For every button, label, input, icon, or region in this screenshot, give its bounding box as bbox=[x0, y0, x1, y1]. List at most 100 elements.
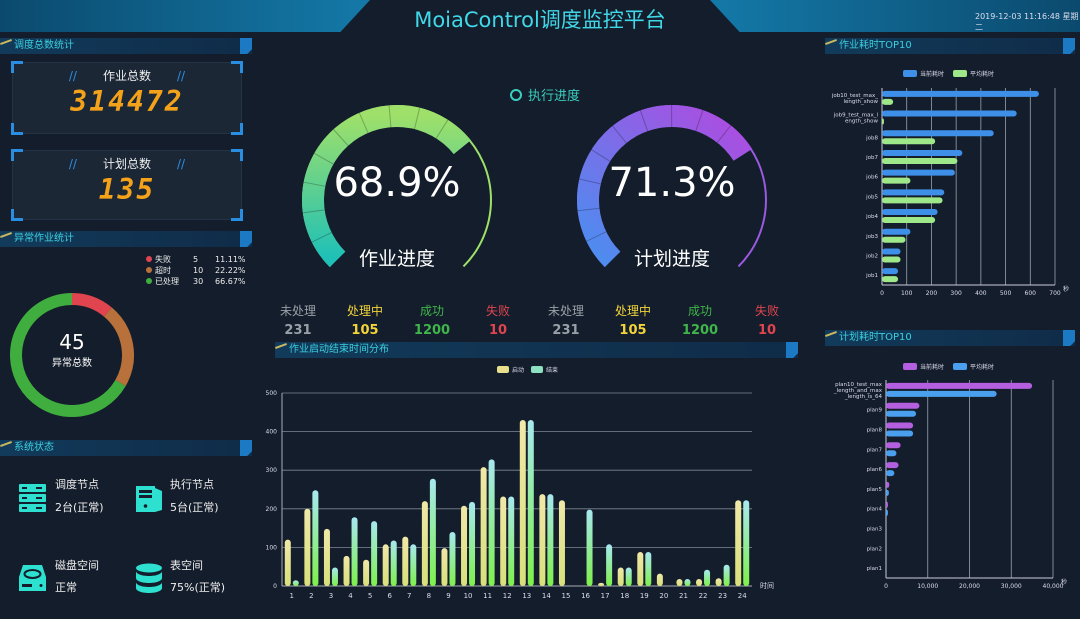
legend-label: 启动 bbox=[512, 366, 524, 374]
bar bbox=[469, 501, 476, 586]
bar bbox=[402, 536, 409, 586]
y-tick-label: job2 bbox=[865, 253, 878, 259]
bar bbox=[461, 505, 468, 586]
y-tick-label: plan6 bbox=[867, 467, 883, 473]
stat-label: 处理中 bbox=[614, 304, 651, 318]
bar bbox=[547, 494, 554, 586]
y-tick-label: job9_test_max_l bbox=[833, 113, 879, 119]
gauge-tick bbox=[586, 231, 607, 242]
legend-count: 5 bbox=[193, 255, 199, 264]
bar bbox=[886, 501, 888, 508]
bar bbox=[323, 528, 330, 586]
gauge-tick bbox=[579, 178, 601, 185]
bar bbox=[312, 490, 319, 586]
bar bbox=[882, 130, 994, 137]
y-tick-label: plan10_test_max bbox=[835, 382, 883, 388]
y-tick-label: plan1 bbox=[867, 566, 882, 572]
stat-value: 231 bbox=[552, 323, 580, 338]
y-tick-label: plan4 bbox=[867, 507, 883, 513]
x-tick-label: 14 bbox=[542, 592, 551, 600]
bar bbox=[882, 149, 963, 156]
bar bbox=[886, 489, 889, 496]
bar bbox=[882, 98, 894, 105]
system-status: 2台(正常) bbox=[55, 501, 104, 514]
legend-item[interactable]: 已处理 30 66.67% bbox=[146, 276, 246, 287]
bar bbox=[637, 552, 644, 586]
bar bbox=[449, 531, 456, 586]
gauge-tick bbox=[333, 129, 349, 147]
gauge-tick bbox=[591, 149, 611, 162]
y-tick-label: 300 bbox=[266, 467, 278, 474]
gauge-tick bbox=[716, 125, 732, 143]
stat-label: 未处理 bbox=[547, 304, 584, 318]
x-tick-label: 18 bbox=[620, 592, 629, 600]
x-tick-label: 19 bbox=[640, 592, 649, 600]
gauge-fill bbox=[577, 105, 753, 268]
x-tick-label: 15 bbox=[561, 592, 570, 600]
x-tick-label: 17 bbox=[601, 592, 610, 600]
stat-value: 105 bbox=[619, 323, 647, 338]
bar bbox=[488, 459, 495, 586]
stat-value: 10 bbox=[757, 323, 777, 338]
abnormal-legend: 失败 5 11.11% 超时 10 22.22% 已处理 30 66.67% bbox=[146, 254, 246, 287]
bar bbox=[886, 450, 897, 457]
x-tick-label: 9 bbox=[446, 592, 450, 600]
job-gauge-value: 68.9% bbox=[333, 160, 461, 206]
bar bbox=[676, 579, 683, 586]
legend-pct: 22.22% bbox=[215, 266, 246, 275]
gauge-tick bbox=[577, 207, 600, 212]
server-rack-icon bbox=[19, 484, 46, 512]
bar bbox=[882, 110, 1017, 117]
legend-swatch bbox=[953, 363, 967, 370]
legend-label: 当前耗时 bbox=[920, 70, 944, 78]
bar bbox=[645, 552, 652, 586]
y-tick-label: job4 bbox=[865, 214, 878, 220]
legend-item[interactable]: 超时 10 22.22% bbox=[146, 265, 246, 276]
legend-pct: 66.67% bbox=[215, 277, 246, 286]
legend-swatch bbox=[497, 366, 509, 373]
bar bbox=[500, 496, 507, 586]
bar bbox=[882, 189, 945, 196]
x-tick-label: 3 bbox=[329, 592, 333, 600]
legend-swatch bbox=[953, 70, 967, 77]
stat-value: 105 bbox=[351, 323, 379, 338]
bar bbox=[625, 567, 632, 586]
job-total-label: 作业总数 bbox=[13, 67, 241, 84]
bar bbox=[715, 578, 722, 586]
bar bbox=[882, 217, 936, 224]
legend-dot bbox=[146, 278, 152, 284]
x-tick-label: 40,000 bbox=[1043, 583, 1064, 590]
system-name: 表空间 bbox=[170, 559, 203, 572]
legend-label: 平均耗时 bbox=[970, 363, 994, 371]
x-tick-label: 1 bbox=[290, 592, 294, 600]
bar bbox=[284, 539, 291, 586]
x-tick-label: 6 bbox=[387, 592, 392, 600]
bar bbox=[527, 420, 534, 586]
gauge-tick bbox=[313, 152, 334, 165]
bar bbox=[519, 420, 526, 586]
y-tick-label: 200 bbox=[266, 506, 278, 513]
x-tick-label: 8 bbox=[427, 592, 431, 600]
legend-name: 失败 bbox=[155, 255, 171, 264]
bar bbox=[882, 177, 911, 184]
y-tick-label: 0 bbox=[273, 583, 277, 590]
system-name: 磁盘空间 bbox=[55, 559, 99, 572]
legend-item[interactable]: 失败 5 11.11% bbox=[146, 254, 246, 265]
hard-disk-icon bbox=[19, 565, 46, 591]
bar bbox=[606, 544, 613, 586]
x-tick-label: 600 bbox=[1025, 290, 1037, 297]
bar bbox=[351, 517, 358, 586]
gauge-tick bbox=[358, 112, 369, 134]
x-tick-label: 200 bbox=[926, 290, 938, 297]
gauge-tick bbox=[311, 232, 332, 243]
y-tick-label: ength_show bbox=[845, 119, 878, 125]
stat-value: 10 bbox=[488, 323, 508, 338]
x-tick-label: 7 bbox=[407, 592, 411, 600]
section-header-system: 系统状态 bbox=[0, 440, 252, 456]
bar bbox=[429, 478, 436, 586]
bar bbox=[363, 559, 370, 586]
y-tick-label: plan3 bbox=[867, 527, 883, 533]
progress-icon bbox=[510, 89, 522, 101]
gauge-tick bbox=[413, 107, 421, 130]
